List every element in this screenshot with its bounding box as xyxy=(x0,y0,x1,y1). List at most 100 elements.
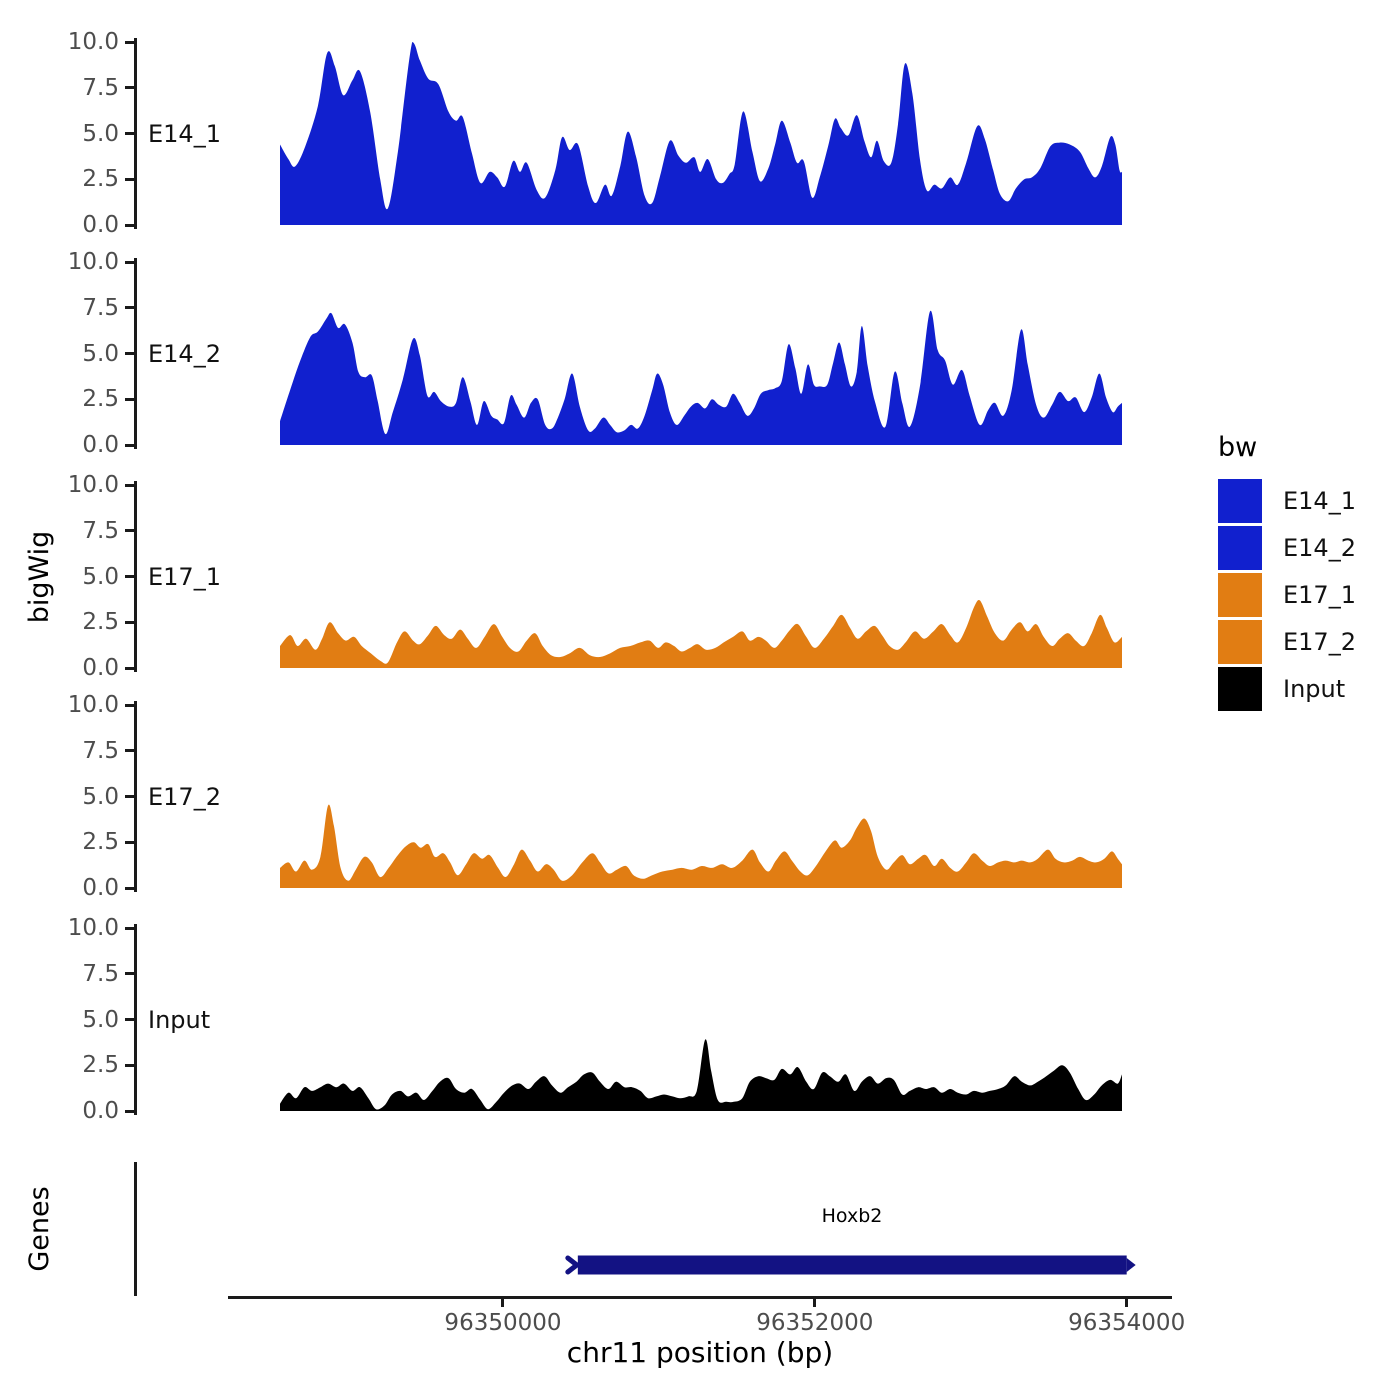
y-axis-tick-label: 10.0 xyxy=(67,472,119,498)
y-axis-tick-label: 2.5 xyxy=(82,829,119,856)
y-axis-tick xyxy=(125,749,134,753)
legend-item-label: E17_1 xyxy=(1283,581,1356,609)
coverage-path-Input xyxy=(280,1039,1122,1111)
y-axis-tick-label: 0.0 xyxy=(82,212,119,238)
y-axis-tick xyxy=(125,352,134,355)
y-axis-tick xyxy=(125,132,134,135)
genes-axis-group-label: Genes xyxy=(24,1186,55,1272)
gene-strand-chevron-icon xyxy=(565,1255,581,1275)
y-axis-tick xyxy=(125,666,134,670)
y-axis-tick xyxy=(125,86,134,90)
y-axis-tick-label: 0.0 xyxy=(82,1098,119,1124)
y-axis-tick xyxy=(125,1063,134,1067)
x-axis-tick xyxy=(1125,1296,1129,1307)
track-label-E17_1: E17_1 xyxy=(148,562,221,591)
y-axis-tick-label: 2.5 xyxy=(82,1052,119,1079)
y-axis-tick-label: 10.0 xyxy=(67,915,119,941)
coverage-area-E17_1 xyxy=(280,599,1122,668)
y-axis-tick-label: 0.0 xyxy=(82,875,119,901)
y-axis-line-E14_2 xyxy=(134,258,137,449)
legend-item-label: E14_2 xyxy=(1283,534,1356,562)
y-axis-tick xyxy=(125,397,134,401)
x-axis-tick-label: 96350000 xyxy=(444,1310,562,1336)
y-axis-line-E14_1 xyxy=(134,38,137,229)
y-axis-tick xyxy=(125,260,134,264)
legend-item-E14_1: E14_1 xyxy=(1218,479,1356,523)
track-label-E17_2: E17_2 xyxy=(148,782,221,811)
legend-items: E14_1 E14_2 E17_1 E17_2 Input xyxy=(1218,479,1356,711)
y-axis-tick xyxy=(125,223,134,227)
coverage-path-E14_2 xyxy=(280,310,1122,445)
legend-item-label: E14_1 xyxy=(1283,487,1356,515)
y-axis-tick xyxy=(125,306,134,310)
y-axis-tick xyxy=(125,443,134,447)
coverage-area-E17_2 xyxy=(280,804,1122,888)
y-axis-tick xyxy=(125,703,134,707)
y-axis-tick-label: 5.0 xyxy=(82,783,119,810)
legend: bw E14_1 E14_2 E17_1 E17_2 Input xyxy=(1218,432,1356,714)
y-axis-tick xyxy=(125,840,134,844)
legend-title: bw xyxy=(1218,432,1258,463)
x-axis-tick-label: 96354000 xyxy=(1068,1310,1186,1336)
y-axis-tick xyxy=(125,1109,134,1113)
gene-name-label: Hoxb2 xyxy=(821,1205,883,1227)
legend-swatch-E17_1 xyxy=(1218,573,1262,617)
y-axis-tick-label: 5.0 xyxy=(82,340,119,367)
x-axis-tick xyxy=(813,1296,817,1307)
y-axis-line-Input xyxy=(134,924,137,1115)
legend-item-Input: Input xyxy=(1218,667,1356,711)
coverage-path-E17_1 xyxy=(280,599,1122,668)
y-axis-tick xyxy=(125,575,134,578)
y-axis-tick-label: 10.0 xyxy=(67,249,119,275)
legend-item-E14_2: E14_2 xyxy=(1218,526,1356,570)
y-axis-tick-label: 7.5 xyxy=(82,517,119,544)
coverage-area-Input xyxy=(280,1039,1122,1111)
gene-body-bar xyxy=(577,1255,1127,1275)
track-label-Input: Input xyxy=(148,1005,211,1034)
coverage-path-E17_2 xyxy=(280,804,1122,888)
y-axis-tick-label: 5.0 xyxy=(82,120,119,147)
legend-item-E17_2: E17_2 xyxy=(1218,620,1356,664)
y-axis-tick xyxy=(125,529,134,533)
y-axis-tick-label: 5.0 xyxy=(82,1006,119,1033)
coverage-path-E14_1 xyxy=(280,42,1122,225)
legend-swatch-E14_1 xyxy=(1218,479,1262,523)
y-axis-line-E17_2 xyxy=(134,701,137,892)
y-axis-tick-label: 7.5 xyxy=(82,737,119,764)
y-axis-tick xyxy=(125,177,134,181)
legend-item-E17_1: E17_1 xyxy=(1218,573,1356,617)
y-axis-tick-label: 10.0 xyxy=(67,29,119,55)
y-axis-tick xyxy=(125,926,134,930)
gene-body-glyph xyxy=(565,1255,1136,1275)
legend-swatch-Input xyxy=(1218,667,1262,711)
y-axis-tick xyxy=(125,40,134,44)
y-axis-tick-label: 0.0 xyxy=(82,655,119,681)
y-axis-tick-label: 2.5 xyxy=(82,386,119,413)
coverage-area-E14_2 xyxy=(280,310,1122,445)
y-axis-tick xyxy=(125,1018,134,1021)
genes-axis-line xyxy=(134,1162,137,1296)
y-axis-tick xyxy=(125,972,134,976)
x-axis-tick xyxy=(501,1296,505,1307)
y-axis-tick-label: 10.0 xyxy=(67,692,119,718)
legend-item-label: E17_2 xyxy=(1283,628,1356,656)
y-axis-tick-label: 0.0 xyxy=(82,432,119,458)
y-axis-line-E17_1 xyxy=(134,481,137,672)
track-label-E14_1: E14_1 xyxy=(148,119,221,148)
y-axis-tick-label: 7.5 xyxy=(82,294,119,321)
y-axis-tick xyxy=(125,795,134,798)
x-axis-title: chr11 position (bp) xyxy=(566,1336,834,1369)
y-axis-tick-label: 7.5 xyxy=(82,960,119,987)
x-axis-line xyxy=(228,1296,1172,1299)
coverage-area-E14_1 xyxy=(280,42,1122,225)
y-axis-tick xyxy=(125,886,134,890)
track-label-E14_2: E14_2 xyxy=(148,339,221,368)
legend-swatch-E14_2 xyxy=(1218,526,1262,570)
y-axis-tick-label: 5.0 xyxy=(82,563,119,590)
legend-item-label: Input xyxy=(1283,675,1346,703)
x-axis-tick-label: 96352000 xyxy=(756,1310,874,1336)
y-axis-tick xyxy=(125,483,134,487)
y-axis-tick-label: 2.5 xyxy=(82,609,119,636)
y-axis-tick-label: 7.5 xyxy=(82,74,119,101)
